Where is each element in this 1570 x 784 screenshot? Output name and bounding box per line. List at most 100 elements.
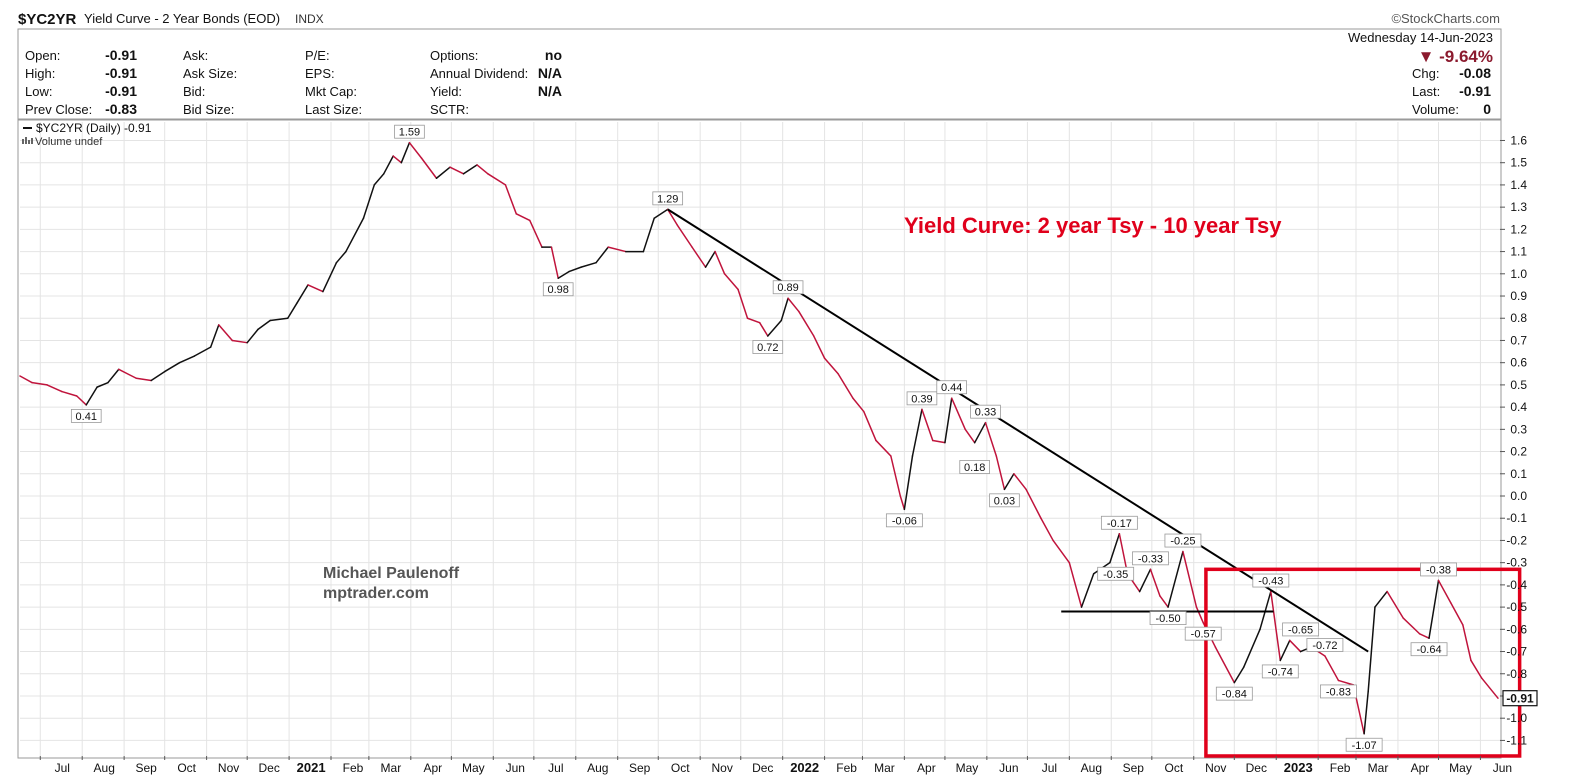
- stat-label: Low:: [25, 84, 52, 99]
- chart-legend: $YC2YR (Daily) -0.91 Volume undef: [22, 121, 152, 148]
- price-label: -0.06: [885, 513, 923, 528]
- series-segment: [557, 270, 570, 279]
- series-segment: [504, 184, 518, 215]
- price-label-text: 0.39: [911, 393, 932, 405]
- y-tick-label: 0.9: [1510, 289, 1527, 303]
- price-label-box: [1345, 737, 1383, 752]
- y-tick-label: 0.5: [1510, 378, 1527, 392]
- stat-label: Yield:: [430, 84, 462, 99]
- brand-label: ©StockCharts.com: [1391, 11, 1500, 26]
- series-segment: [964, 428, 976, 444]
- price-label-text: 1.29: [657, 193, 678, 205]
- y-tick-label: 0.6: [1510, 356, 1527, 370]
- stat-value: -0.08: [1459, 65, 1491, 81]
- price-label: -0.57: [1184, 626, 1222, 641]
- series-segment: [1367, 606, 1376, 693]
- series-segment: [903, 455, 914, 511]
- series-segment: [758, 321, 769, 337]
- price-label: 0.18: [959, 460, 990, 474]
- series-segment: [921, 408, 934, 442]
- series-segment: [383, 155, 394, 175]
- stat-label: Volume:: [1412, 102, 1459, 117]
- series-segment: [476, 164, 489, 175]
- price-label-box: [772, 280, 804, 295]
- price-label-text: -0.64: [1416, 644, 1441, 656]
- stat-value: -0.83: [105, 101, 137, 117]
- stat-label: Open:: [25, 48, 60, 63]
- x-tick-label: Nov: [218, 761, 239, 775]
- author-name: Michael Paulenoff: [323, 565, 460, 582]
- price-label: 0.44: [936, 380, 967, 394]
- price-label-box: [885, 513, 923, 528]
- price-label-text: -0.38: [1426, 564, 1451, 576]
- series-segment: [1068, 561, 1083, 608]
- legend-volume-label: Volume undef: [35, 136, 103, 148]
- stat-label: Ask:: [183, 48, 208, 63]
- y-tick-label: 0.1: [1510, 467, 1527, 481]
- series-segment: [911, 408, 923, 457]
- series-segment: [462, 164, 478, 175]
- series-segment: [286, 301, 298, 319]
- price-label-box: [1410, 642, 1448, 657]
- series-segment: [307, 284, 324, 293]
- stat-label: High:: [25, 66, 55, 81]
- x-tick-label: Apr: [917, 761, 936, 775]
- price-label: 0.41: [70, 408, 102, 423]
- series-segment: [218, 324, 234, 342]
- y-tick-label: -0.7: [1506, 645, 1527, 659]
- price-label-text: -0.25: [1170, 536, 1195, 548]
- last-value-text: -0.91: [1506, 692, 1534, 706]
- series-segment: [1138, 568, 1152, 593]
- price-label-box: [70, 408, 102, 423]
- stat-label: Last Size:: [305, 102, 362, 117]
- x-tick-label: Jun: [506, 761, 525, 775]
- series-segment: [1259, 590, 1272, 631]
- price-label: -0.50: [1149, 611, 1187, 625]
- series-segment: [335, 250, 347, 264]
- x-tick-label: Feb: [1330, 761, 1351, 775]
- stat-value: N/A: [538, 83, 562, 99]
- x-tick-label: Sep: [629, 761, 651, 775]
- price-label-text: -0.35: [1103, 569, 1128, 581]
- series-segment: [676, 224, 693, 248]
- series-segment: [529, 219, 543, 248]
- price-label: 0.33: [970, 404, 1001, 419]
- x-tick-label: May: [1449, 761, 1472, 775]
- series-segment: [1214, 646, 1236, 684]
- series-segment: [950, 397, 966, 431]
- price-label: 0.98: [542, 282, 574, 296]
- series-segment: [1080, 573, 1095, 608]
- series-segment: [322, 261, 338, 293]
- series-segment: [642, 217, 655, 253]
- series-segment: [691, 246, 707, 268]
- price-label-text: 0.89: [777, 282, 798, 294]
- y-tick-label: -0.4: [1506, 578, 1527, 592]
- stat-value: -0.91: [105, 65, 137, 81]
- price-label-text: 0.41: [76, 411, 97, 423]
- series-segment: [163, 361, 181, 373]
- series-segment: [973, 421, 987, 444]
- chart-header: $YC2YR Yield Curve - 2 Year Bonds (EOD) …: [18, 11, 1500, 28]
- series-segment: [653, 208, 669, 219]
- x-tick-label: 2022: [790, 760, 819, 775]
- series-segment: [1374, 590, 1388, 608]
- series-segment: [704, 250, 716, 268]
- price-label: -0.83: [1320, 684, 1357, 698]
- stat-label: P/E:: [305, 48, 330, 63]
- price-label: -0.38: [1420, 562, 1457, 576]
- x-tick-label: Dec: [1246, 761, 1267, 775]
- x-tick-label: Apr: [1411, 761, 1430, 775]
- series-segment: [932, 439, 946, 444]
- stat-label: Chg:: [1412, 66, 1439, 81]
- stat-label: Last:: [1412, 84, 1440, 99]
- series-segment: [746, 317, 761, 324]
- stats-panel: Open: -0.91 High: -0.91 Low: -0.91 Prev Close:…: [17, 28, 1502, 120]
- series-segment: [117, 368, 138, 379]
- series-segment: [19, 375, 33, 384]
- y-tick-label: 1.3: [1510, 200, 1527, 214]
- series-segment: [178, 355, 196, 364]
- series-segment: [1109, 533, 1121, 564]
- y-tick-label: 1.5: [1510, 156, 1527, 170]
